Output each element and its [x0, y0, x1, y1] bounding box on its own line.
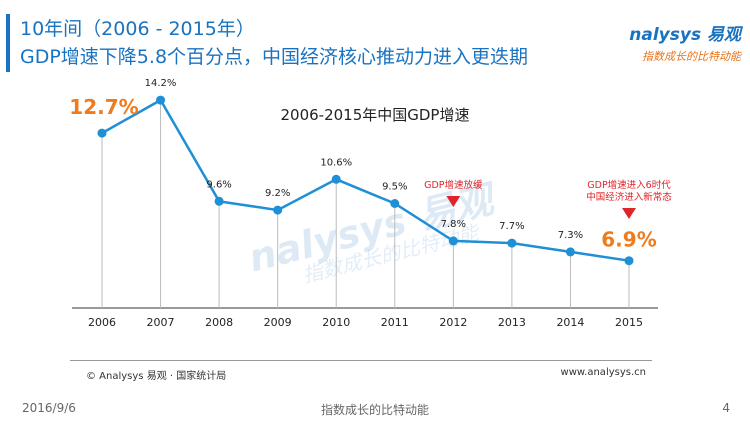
data-label-2009: 9.2%: [265, 188, 290, 199]
footer-slogan: 指数成长的比特动能: [320, 403, 429, 417]
website-text: www.analysys.cn: [560, 367, 646, 378]
annotation-2012-line-1: GDP增速放缓: [424, 179, 483, 191]
data-label-2015: 6.9%: [601, 228, 656, 252]
x-tick-label-2011: 2011: [381, 316, 409, 329]
x-tick-label-2012: 2012: [439, 316, 467, 329]
x-tick-label-2014: 2014: [556, 316, 584, 329]
data-label-2012: 7.8%: [441, 219, 466, 230]
data-point-2006: [97, 128, 107, 138]
source-note: © Analysys 易观 · 国家统计局: [86, 371, 227, 382]
data-point-2011: [390, 199, 400, 208]
data-point-2009: [273, 205, 283, 215]
data-point-2014: [565, 247, 575, 257]
footer-divider: [70, 360, 652, 361]
data-label-2008: 9.6%: [206, 179, 231, 190]
data-label-2013: 7.7%: [499, 221, 524, 232]
annotation-arrow-2015: [622, 208, 636, 219]
data-point-2013: [507, 238, 517, 248]
data-point-2015: [624, 256, 634, 266]
x-tick-label-2008: 2008: [205, 316, 233, 329]
x-tick-label-2009: 2009: [264, 316, 292, 329]
data-label-2014: 7.3%: [558, 230, 583, 241]
data-point-2010: [331, 174, 341, 184]
data-point-2008: [214, 196, 224, 206]
data-label-2007: 14.2%: [145, 78, 177, 89]
data-label-2006: 12.7%: [69, 95, 138, 119]
data-point-2007: [156, 95, 166, 105]
x-tick-label-2007: 2007: [147, 316, 175, 329]
slide-date: 2016/9/6: [22, 401, 76, 415]
chart-title: 2006-2015年中国GDP增速: [280, 106, 470, 124]
annotation-2015-line-2: 中国经济进入新常态: [586, 191, 672, 203]
data-label-2011: 9.5%: [382, 182, 407, 193]
logo-slogan: 指数成长的比特动能: [642, 50, 741, 63]
data-label-2010: 10.6%: [320, 157, 352, 168]
annotation-2015-line-1: GDP增速进入6时代: [587, 179, 671, 191]
data-point-2012: [448, 236, 458, 246]
page-title-line-2: GDP增速下降5.8个百分点，中国经济核心推动力进入更迭期: [20, 46, 529, 68]
x-tick-label-2013: 2013: [498, 316, 526, 329]
annotation-arrow-2012: [446, 196, 461, 207]
x-tick-label-2010: 2010: [322, 316, 350, 329]
analysys-logo: nalysys 易观 指数成长的比特动能: [605, 20, 745, 70]
gdp-series-line: [101, 98, 630, 262]
page-title-line-1: 10年间（2006 - 2015年）: [20, 18, 255, 40]
x-tick-label-2015: 2015: [615, 316, 643, 329]
logo-text: nalysys 易观: [629, 25, 741, 45]
title-accent-bar: [6, 14, 10, 72]
page-number: 4: [722, 401, 730, 415]
x-tick-label-2006: 2006: [88, 316, 116, 329]
